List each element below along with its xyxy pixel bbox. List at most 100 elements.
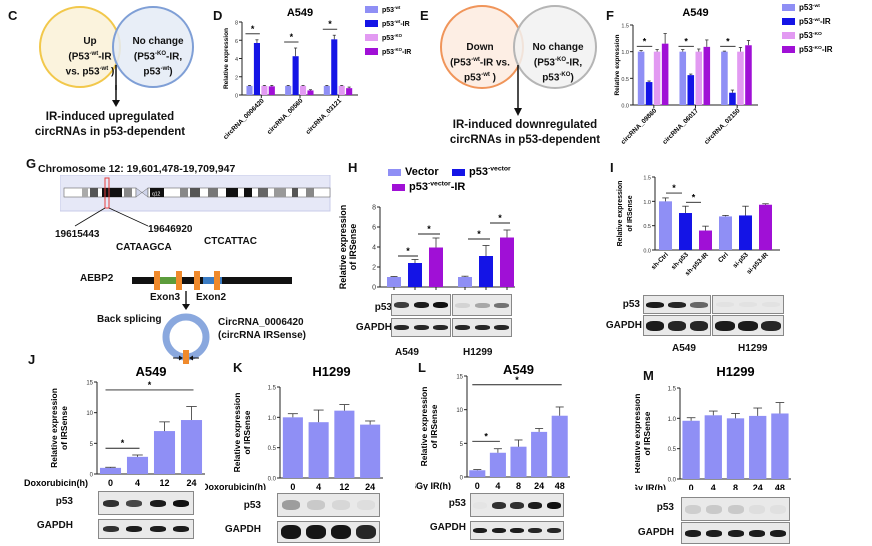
legend-superscript: -KO — [394, 33, 403, 38]
x-tick-label: circRNA_02150 — [703, 107, 742, 146]
venn-diagram-e — [440, 5, 597, 89]
bar — [334, 410, 355, 478]
bar — [99, 467, 122, 474]
exon-block — [214, 271, 220, 290]
protein-band — [455, 302, 471, 308]
bar — [729, 92, 736, 105]
x-tick-label: 4 — [495, 481, 500, 490]
y-tick-label: 1.0 — [643, 200, 651, 206]
venn-e-right-line1b: -IR, — [566, 57, 583, 69]
protein-band — [668, 301, 686, 308]
arrow-down-icon — [112, 85, 120, 107]
x-tick-label: 4 — [711, 483, 716, 490]
legend-text: Vector — [405, 166, 439, 178]
bar — [387, 277, 401, 287]
exon-block — [194, 271, 200, 290]
bar — [360, 424, 381, 478]
venn-e-right-title: No change — [532, 42, 584, 53]
panel-label-j: J — [28, 352, 36, 367]
x-tick-label: 4 — [316, 482, 321, 490]
legend-text: p53 — [409, 181, 428, 193]
protein-band — [173, 526, 190, 532]
significance-star: * — [477, 229, 481, 239]
blot-m-gapdh — [681, 522, 790, 544]
chart-title: H1299 — [716, 364, 754, 379]
y-axis-label: Relative expression — [338, 205, 348, 290]
protein-band — [413, 302, 429, 308]
x-tick-label: 24 — [365, 482, 375, 490]
coord-end: 19646920 — [148, 224, 193, 235]
legend-text: p53 — [799, 3, 813, 12]
blot-i-h1299-gapdh — [712, 315, 784, 336]
bar — [458, 277, 472, 287]
x-tick-label: 0 — [290, 482, 295, 490]
x-tick-label: 0 — [108, 478, 113, 488]
y-tick-label: 1.5 — [668, 387, 677, 393]
panel-label-d: D — [213, 8, 223, 23]
y-tick-label: 5 — [90, 442, 94, 448]
venn-c-right-line1b: -IR, — [166, 51, 183, 63]
y-tick-label: 0 — [90, 473, 94, 479]
y-tick-label: 10 — [86, 411, 93, 417]
bar — [704, 415, 722, 479]
y-axis-label: Relative expression — [232, 393, 242, 473]
y-tick-label: 1.5 — [268, 386, 277, 392]
bar — [126, 456, 149, 474]
significance-star: * — [515, 375, 519, 385]
blot-k-p53 — [277, 493, 380, 517]
i-h1299-label: H1299 — [738, 343, 768, 354]
venn-e-left-line2b: ) — [489, 72, 496, 84]
significance-star: * — [484, 431, 488, 441]
bar — [771, 413, 789, 479]
bar — [531, 431, 548, 477]
gene-name: AEBP2 — [80, 273, 114, 284]
y-tick-label: 0.0 — [268, 477, 277, 483]
x-tick-label: circRNA_0006420 — [222, 97, 266, 141]
venn-circle-no-change — [112, 6, 194, 88]
x-axis-label: Doxorubicin(h) — [205, 482, 266, 490]
chart-title: A549 — [287, 7, 313, 19]
arrow-left-icon — [189, 355, 193, 361]
legend-swatch — [782, 32, 795, 39]
x-tick-label: si-p53 — [732, 251, 751, 270]
venn-c-left-line2: vs. p53 — [65, 66, 100, 78]
protein-band — [727, 529, 744, 537]
venn-e-right-sup1: -KO — [555, 57, 566, 63]
x-tick-label: circRNA_09860 — [620, 107, 659, 146]
legend-label: p53-KO-IR — [799, 45, 833, 54]
protein-band — [668, 320, 686, 331]
protein-band — [126, 526, 143, 532]
venn-e-left-line1: (P53 — [450, 57, 472, 69]
protein-band — [473, 502, 487, 509]
h-a549-label: A549 — [395, 347, 419, 358]
significance-star: * — [251, 24, 255, 34]
legend-suffix: -IR — [400, 21, 409, 28]
bar — [338, 85, 345, 95]
protein-band — [280, 525, 301, 539]
panel-label-c: C — [8, 8, 18, 23]
bar — [268, 86, 275, 95]
chart-h: 0 2 4 6 8 Relative expression of IRSense * * * * Ve… — [338, 166, 515, 290]
legend-superscript: -wt — [813, 17, 821, 23]
significance-star: * — [328, 19, 332, 29]
bar — [500, 237, 514, 287]
x-axis-label: 4Gy IR(h) — [415, 481, 451, 490]
bar — [551, 415, 568, 477]
blot-h-a549-gapdh — [391, 318, 451, 337]
protein-band — [706, 504, 723, 514]
blot-l-p53 — [470, 493, 564, 517]
chart-title: A549 — [682, 7, 708, 19]
venn-c-caption-2: circRNAs in p53-dependent — [34, 126, 186, 138]
gapdh-row-label: GAPDH — [429, 522, 466, 533]
venn-c-left-title: Up — [83, 36, 97, 47]
bar — [749, 415, 767, 479]
chart-title: A549 — [503, 362, 534, 377]
significance-star: * — [427, 224, 431, 234]
bar — [292, 56, 299, 95]
blot-m-p53 — [681, 497, 790, 521]
y-tick-label: 2 — [372, 265, 376, 272]
protein-band — [738, 320, 758, 331]
x-tick-label: 24 — [534, 481, 544, 490]
venn-c-right-sup1: -KO — [155, 51, 166, 57]
